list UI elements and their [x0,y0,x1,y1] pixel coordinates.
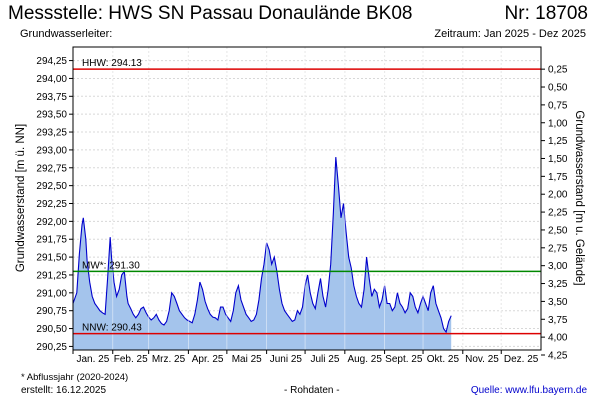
y-tick-label: 293,25 [36,128,67,139]
y2-tick-label: 3,75 [548,315,568,326]
right-axis-ticks: 0,25 0,50 0,75 1,00 1,25 1,50 1,75 2,00 2,25 2,50… [541,65,568,362]
y-tick-label: 292,50 [36,181,67,192]
raw-data-label: - Rohdaten - [284,385,340,396]
y2-tick-label: 1,50 [548,154,568,165]
y2-tick-label: 0,75 [548,100,568,111]
month-label: Jan. 25 [76,354,109,365]
period-label: Zeitraum: Jan 2025 - Dez 2025 [434,28,586,40]
y-tick-label: 294,00 [36,74,67,85]
y-tick-label: 291,25 [36,270,67,281]
y2-tick-label: 4,25 [548,351,568,362]
month-label: Juni 25 [270,354,303,365]
y-tick-label: 293,00 [36,145,67,156]
month-label: Mai 25 [232,354,262,365]
month-label: Nov. 25 [465,354,499,365]
y2-tick-label: 1,25 [548,136,568,147]
y2-tick-label: 2,25 [548,208,568,219]
y-tick-label: 290,25 [36,342,67,353]
month-label: Aug. 25 [347,354,382,365]
month-label: Feb. 25 [114,354,148,365]
aquifer-label: Grundwasserleiter: [20,28,113,40]
reference-label: NNW: 290.43 [82,323,142,334]
y2-tick-label: 1,75 [548,172,568,183]
series-line [72,157,452,334]
created-date: erstellt: 16.12.2025 [21,385,107,396]
y2-tick-label: 1,00 [548,118,568,129]
y2-tick-label: 0,25 [548,65,568,76]
y2-tick-label: 3,00 [548,261,568,272]
y2-tick-label: 3,50 [548,297,568,308]
y2-tick-label: 3,25 [548,279,568,290]
footnote: * Abflussjahr (2020-2024) [21,372,129,383]
y-tick-label: 292,75 [36,163,67,174]
y-axis-label: Grundwasserstand [m ü. NN] [15,124,27,272]
y-tick-label: 291,75 [36,235,67,246]
y-tick-label: 290,50 [36,324,67,335]
month-label: Mrz. 25 [152,354,186,365]
month-lines [112,47,502,350]
left-axis-ticks: 294,25 294,00 293,75 293,50 293,25 293,00 292,… [36,56,73,353]
month-label: Juli 25 [310,354,339,365]
plot-frame [72,46,542,351]
month-label: Sept. 25 [385,354,423,365]
y2-tick-label: 2,50 [548,225,568,236]
y2-tick-label: 2,75 [548,243,568,254]
station-number: Nr: 18708 [504,3,588,24]
y2-tick-label: 2,00 [548,190,568,201]
station-title: Messstelle: HWS SN Passau Donaulände BK0… [8,3,413,24]
source-link[interactable]: Quelle: www.lfu.bayern.de [470,385,587,396]
reference-label: HHW: 294.13 [82,58,142,69]
y2-tick-label: 0,50 [548,83,568,94]
y-tick-label: 291,00 [36,288,67,299]
y-tick-label: 291,50 [36,253,67,264]
month-ticks: Jan. 25 Feb. 25 Mrz. 25 Apr. 25 Mai 25 Juni 2… [72,350,539,365]
y-tick-label: 290,75 [36,306,67,317]
month-label: Apr. 25 [192,354,224,365]
y-tick-label: 292,25 [36,199,67,210]
y2-axis-label: Grundwasserstand [m u. Gelände] [573,110,585,285]
y-tick-label: 292,00 [36,217,67,228]
series-area [72,157,452,350]
series-fill [73,157,452,350]
reference-lines: HHW: 294.13 MW*: 291.30 NNW: 290.43 [73,58,541,335]
y-tick-label: 293,50 [36,110,67,121]
month-label: Dez. 25 [504,354,539,365]
y-tick-label: 294,25 [36,56,67,67]
reference-label: MW*: 291.30 [82,260,140,271]
month-label: Okt. 25 [427,354,460,365]
y-tick-label: 293,75 [36,92,67,103]
y2-tick-label: 4,00 [548,333,568,344]
